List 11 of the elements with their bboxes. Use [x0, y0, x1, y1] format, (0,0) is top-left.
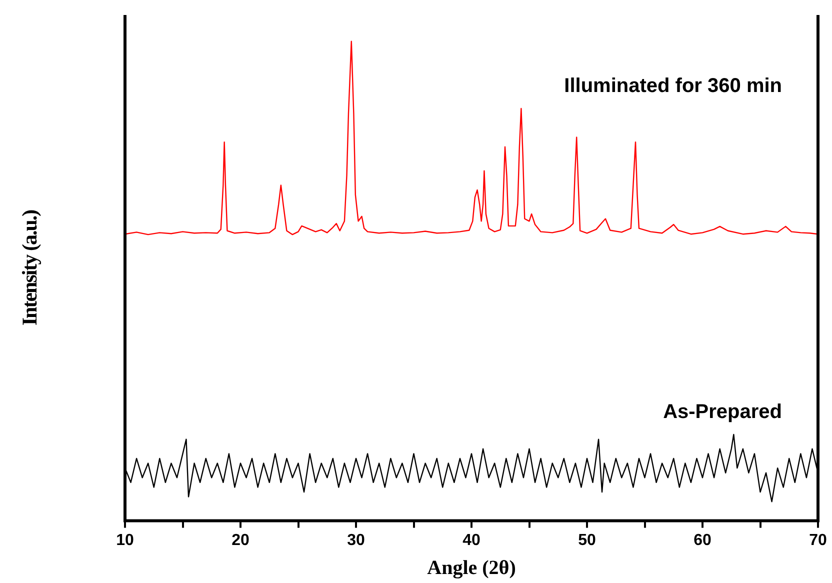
x-tick-label: 10 — [116, 532, 134, 549]
x-tick-label: 50 — [578, 532, 596, 549]
x-tick-label: 70 — [809, 532, 827, 549]
text: Illuminated for 360 min — [564, 75, 782, 98]
y-axis-title: Intensity (a.u.) — [18, 210, 42, 326]
x-tick-label: 60 — [694, 532, 712, 549]
x-tick-label: 40 — [462, 532, 480, 549]
series-label: As-Prepared — [663, 401, 782, 424]
x-tick-label: 30 — [347, 532, 365, 549]
x-axis-title: Angle (2θ) — [427, 557, 516, 580]
x-tick-label: 20 — [232, 532, 250, 549]
